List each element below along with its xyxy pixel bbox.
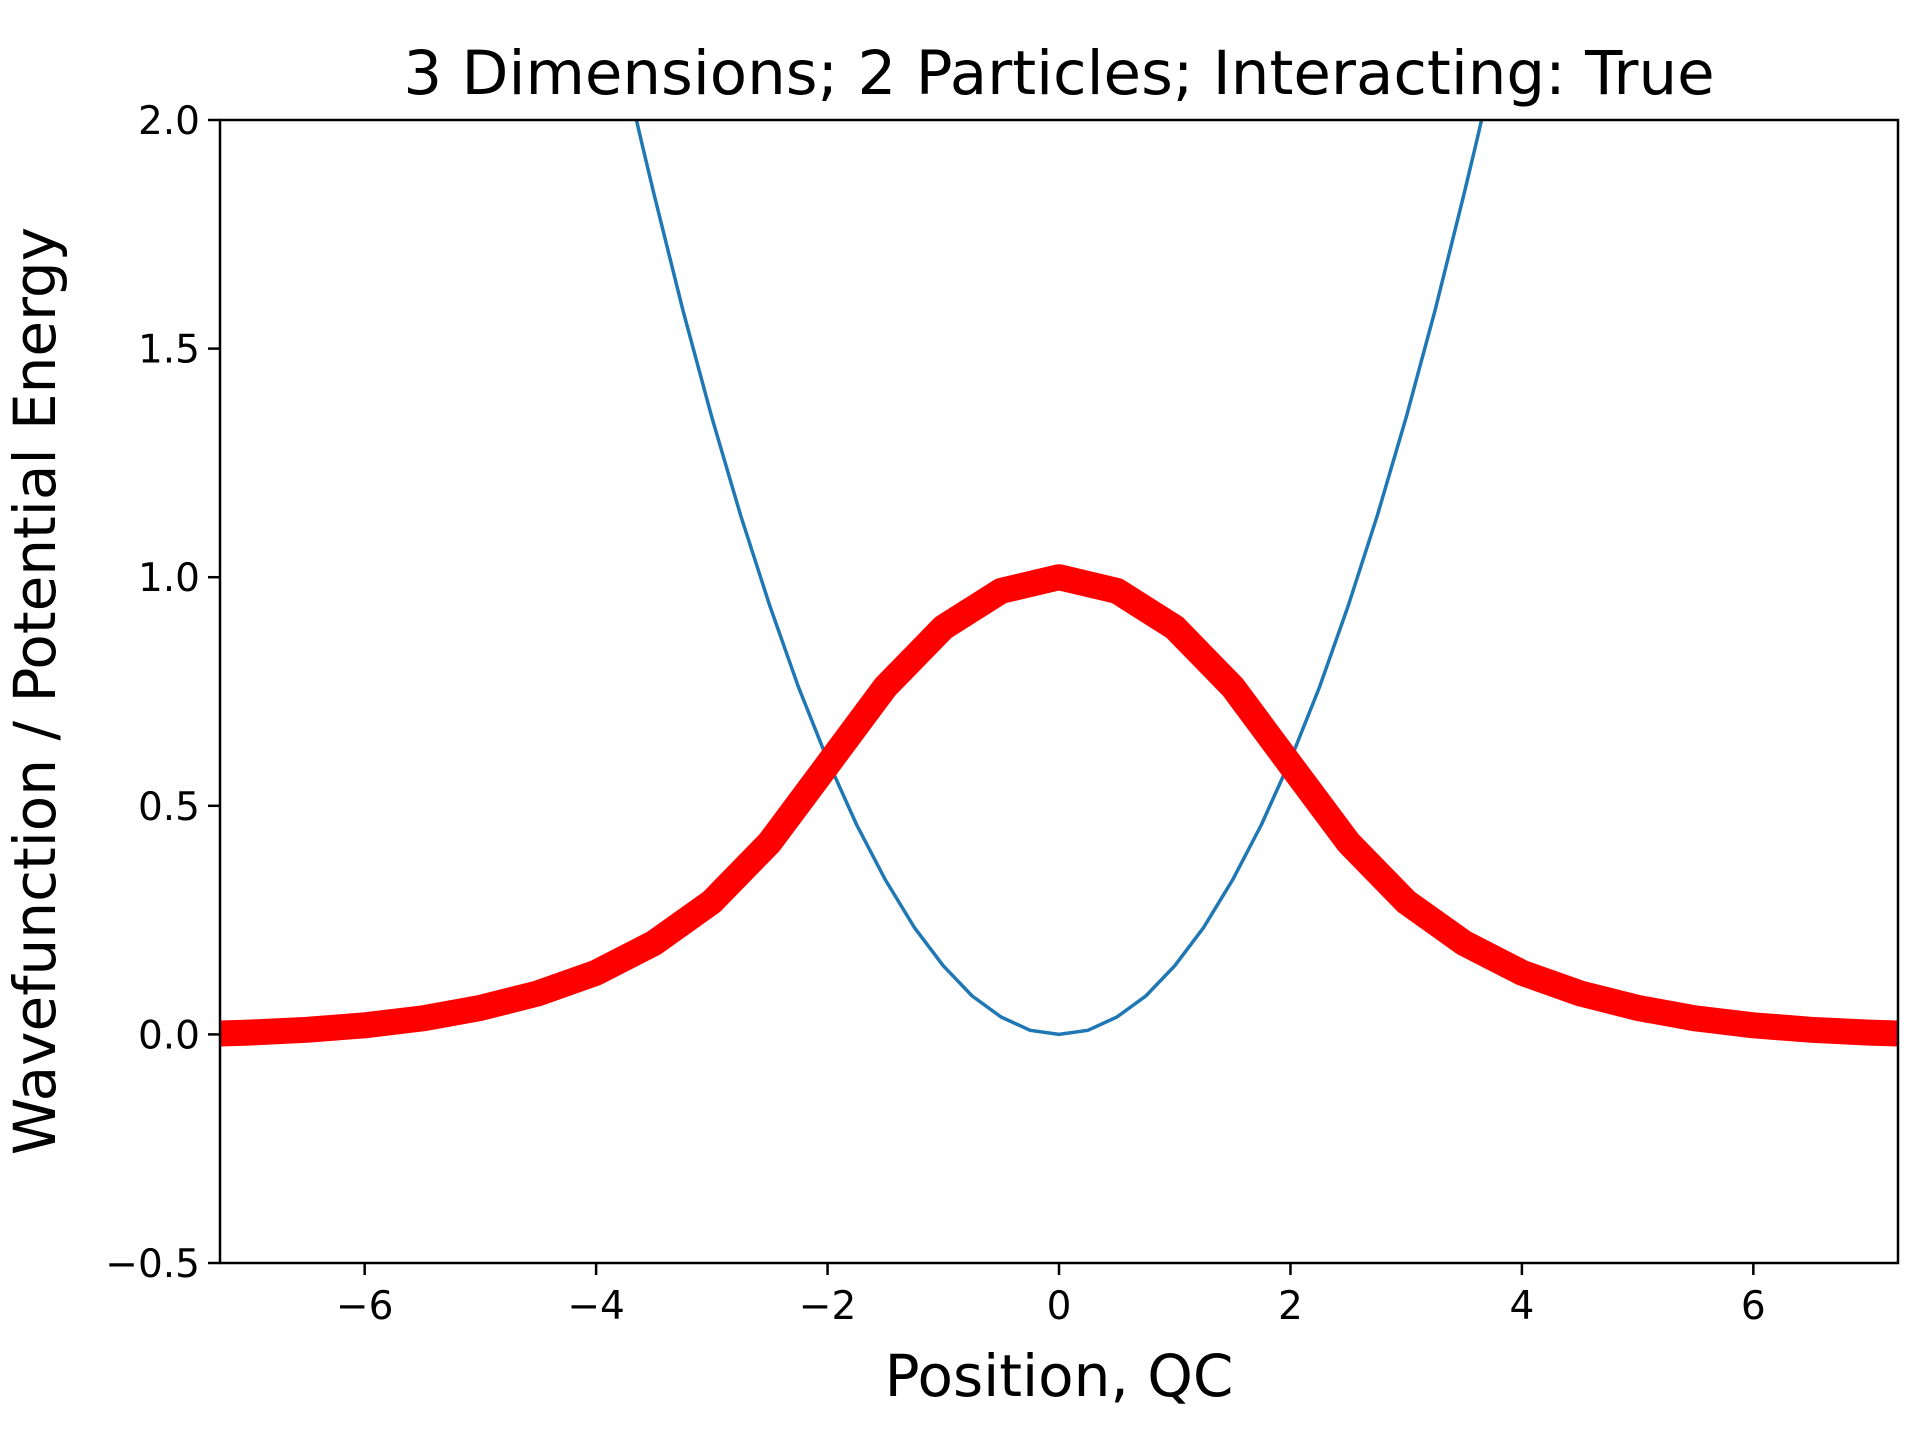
x-tick-label: −4 bbox=[567, 1284, 625, 1329]
chart-title: 3 Dimensions; 2 Particles; Interacting: … bbox=[403, 38, 1714, 109]
y-tick-label: −0.5 bbox=[105, 1242, 200, 1287]
y-axis-label: Wavefunction / Potential Energy bbox=[1, 227, 69, 1155]
y-tick-label: 0.5 bbox=[138, 785, 200, 830]
y-axis: −0.5 0.0 0.5 1.0 1.5 2.0 bbox=[105, 99, 220, 1287]
x-tick-label: 4 bbox=[1509, 1284, 1534, 1329]
series-line-2 bbox=[220, 564, 1898, 1047]
plot-area bbox=[220, 120, 1898, 1047]
x-axis: −6 −4 −2 0 2 4 6 bbox=[336, 1263, 1766, 1329]
series-line-1 bbox=[634, 120, 1484, 1037]
axes-frame bbox=[218, 118, 1900, 1265]
x-tick-label: 2 bbox=[1278, 1284, 1303, 1329]
x-tick-label: −6 bbox=[336, 1284, 394, 1329]
x-tick-label: 0 bbox=[1047, 1284, 1072, 1329]
x-tick-label: 6 bbox=[1741, 1284, 1766, 1329]
y-tick-label: 1.5 bbox=[138, 328, 200, 373]
x-axis-label: Position, QC bbox=[885, 1342, 1234, 1410]
y-tick-label: 2.0 bbox=[138, 99, 200, 144]
y-tick-label: 0.0 bbox=[138, 1013, 200, 1058]
x-tick-label: −2 bbox=[799, 1284, 857, 1329]
y-tick-label: 1.0 bbox=[138, 556, 200, 601]
